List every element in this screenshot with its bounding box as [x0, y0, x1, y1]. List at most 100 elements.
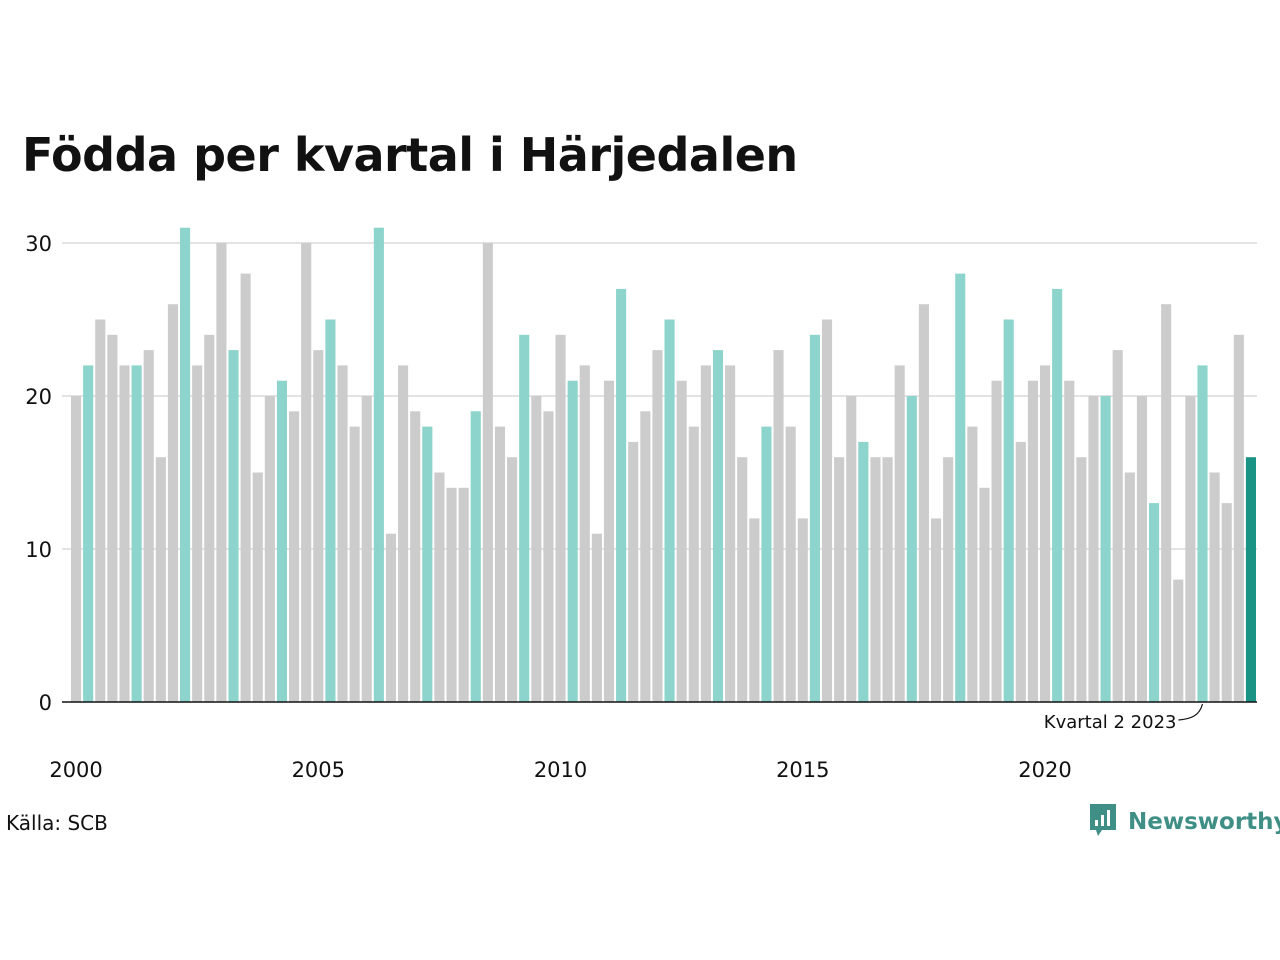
bar — [434, 472, 445, 702]
bar — [737, 457, 748, 702]
annotation-label: Kvartal 2 2023 — [1044, 712, 1177, 733]
y-tick-label: 10 — [25, 538, 52, 562]
bar — [870, 457, 881, 702]
bar — [167, 304, 179, 702]
bar — [216, 243, 227, 702]
bar — [446, 487, 457, 702]
bar — [821, 319, 833, 702]
bar — [1076, 457, 1087, 702]
bar — [1173, 579, 1184, 702]
bar — [119, 365, 130, 702]
bar — [1015, 441, 1026, 702]
bar — [858, 441, 869, 702]
bar — [1039, 365, 1051, 702]
bar — [204, 334, 215, 702]
bar — [882, 457, 893, 702]
bar — [834, 457, 845, 702]
bar — [398, 365, 409, 702]
bar — [555, 334, 566, 702]
bar — [1064, 380, 1075, 702]
bar — [301, 243, 312, 702]
bar — [894, 365, 905, 702]
bar — [979, 487, 990, 702]
x-tick-label: 2015 — [776, 758, 829, 782]
bar — [276, 380, 288, 702]
bar — [325, 319, 336, 702]
bar — [95, 319, 106, 702]
newsworthy-bar-chart-icon — [1088, 802, 1118, 842]
bar — [603, 380, 615, 702]
bar — [531, 396, 542, 702]
chart-title: Födda per kvartal i Härjedalen — [22, 128, 798, 182]
bar — [228, 350, 239, 702]
x-tick-label: 2000 — [49, 758, 102, 782]
bar — [616, 288, 627, 702]
bar — [252, 472, 263, 702]
bar — [579, 365, 590, 702]
bar — [712, 350, 724, 702]
annotation-arrow — [1178, 703, 1204, 721]
bars — [71, 227, 1256, 702]
bar — [688, 426, 699, 702]
bar — [809, 334, 820, 702]
bar — [264, 396, 275, 702]
bar — [1233, 334, 1244, 702]
bar — [361, 396, 372, 702]
bar — [458, 487, 469, 702]
x-axis-ticks: 2000 2005 2010 2015 2020 — [49, 758, 1071, 782]
y-axis-ticks: 0 10 20 30 — [25, 232, 52, 715]
bar — [1185, 396, 1196, 702]
bar — [1148, 503, 1160, 702]
bar — [846, 396, 857, 702]
bar — [349, 426, 360, 702]
bar — [1003, 319, 1014, 702]
bar — [628, 441, 639, 702]
bar — [107, 334, 118, 702]
bar — [482, 243, 493, 702]
bar — [664, 319, 675, 702]
bar — [470, 411, 481, 702]
bar — [1124, 472, 1135, 702]
bar — [797, 518, 808, 702]
bar — [1100, 396, 1111, 702]
bar — [1027, 380, 1038, 702]
bar — [725, 365, 736, 702]
bar — [71, 396, 82, 702]
bar — [131, 365, 142, 702]
bar — [1161, 304, 1172, 702]
bar — [1136, 396, 1147, 702]
bar — [1052, 288, 1063, 702]
bar — [180, 227, 191, 702]
bar — [906, 396, 917, 702]
bar — [955, 273, 966, 702]
bar — [192, 365, 203, 702]
bar — [761, 426, 772, 702]
bar — [385, 533, 397, 702]
bar — [410, 411, 421, 702]
bar — [155, 457, 166, 702]
annotation: Kvartal 2 2023 — [1044, 703, 1204, 733]
bar — [943, 457, 954, 702]
bar — [652, 350, 663, 702]
x-tick-label: 2010 — [534, 758, 587, 782]
bar — [1221, 503, 1232, 702]
brand-logo[interactable]: Newsworthy — [1088, 802, 1280, 842]
source-note: Källa: SCB — [6, 811, 108, 835]
bar — [785, 426, 796, 702]
bar — [930, 518, 942, 702]
bar — [773, 350, 784, 702]
bar — [991, 380, 1002, 702]
bar — [337, 365, 348, 702]
y-tick-label: 20 — [25, 385, 52, 409]
bar — [543, 411, 554, 702]
y-tick-label: 0 — [39, 691, 52, 715]
y-tick-label: 30 — [25, 232, 52, 256]
bar — [83, 365, 94, 702]
bar — [519, 334, 530, 702]
bar — [591, 533, 602, 702]
bar — [143, 350, 154, 702]
bar — [422, 426, 433, 702]
bar — [373, 227, 384, 702]
bar — [676, 380, 687, 702]
